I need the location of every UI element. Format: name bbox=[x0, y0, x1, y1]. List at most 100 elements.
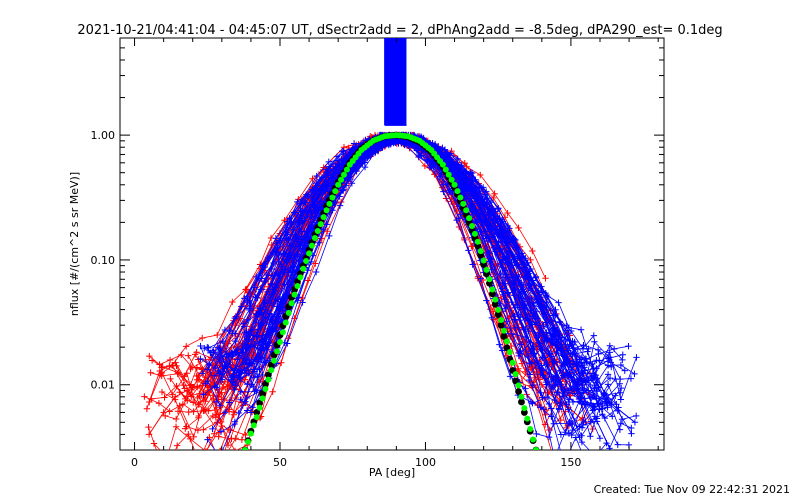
blue-trace-marker bbox=[520, 288, 527, 295]
blue-trace-marker bbox=[266, 310, 273, 317]
blue-trace-marker bbox=[527, 265, 534, 273]
blue-trace-marker bbox=[617, 384, 625, 392]
black-fit-dot bbox=[518, 398, 525, 406]
green-fit-dot bbox=[498, 317, 505, 324]
black-fit-dot bbox=[259, 390, 266, 398]
chart-title: 2021-10-21/04:41:04 - 04:45:07 UT, dSect… bbox=[77, 23, 722, 38]
blue-trace-marker bbox=[295, 220, 303, 228]
blue-trace-marker bbox=[591, 406, 598, 413]
blue-trace-marker bbox=[611, 449, 613, 450]
blue-trace-marker bbox=[489, 204, 496, 212]
blue-trace-marker bbox=[216, 350, 224, 358]
blue-trace-marker bbox=[594, 346, 602, 354]
blue-trace-marker bbox=[600, 389, 608, 397]
green-fit-dot bbox=[259, 395, 266, 402]
red-trace-marker bbox=[515, 224, 522, 232]
blue-trace-marker bbox=[242, 398, 249, 405]
red-trace-marker bbox=[194, 427, 202, 434]
reference-series-marker bbox=[282, 256, 290, 264]
blue-trace-marker bbox=[562, 428, 569, 436]
blue-trace-marker bbox=[305, 235, 313, 242]
blue-trace-marker bbox=[259, 371, 266, 379]
blue-trace-marker bbox=[593, 357, 600, 364]
blue-trace-marker bbox=[542, 289, 549, 297]
blue-trace-marker bbox=[274, 296, 281, 303]
blue-trace-marker bbox=[569, 419, 576, 427]
y-tick-label: 0.01 bbox=[91, 379, 116, 392]
green-fit-dot bbox=[294, 282, 301, 289]
blue-trace-marker bbox=[226, 399, 233, 406]
blue-trace-marker bbox=[440, 188, 447, 195]
red-trace-marker bbox=[155, 400, 163, 407]
green-fit-dot bbox=[253, 414, 260, 421]
red-trace-marker bbox=[166, 408, 173, 415]
red-trace-marker bbox=[147, 369, 154, 376]
green-fit-dot bbox=[451, 181, 458, 188]
blue-trace-marker bbox=[561, 385, 568, 393]
blue-trace-marker bbox=[606, 445, 613, 450]
blue-trace-marker bbox=[237, 396, 244, 403]
blue-trace-marker bbox=[291, 252, 298, 259]
blue-trace-marker bbox=[320, 226, 327, 234]
blue-trace-marker bbox=[307, 213, 315, 221]
blue-trace-marker bbox=[617, 396, 624, 403]
blue-trace-marker bbox=[272, 248, 280, 255]
red-trace-marker bbox=[161, 394, 168, 401]
red-trace-marker bbox=[196, 393, 203, 400]
blue-trace-marker bbox=[366, 150, 373, 158]
blue-trace-marker bbox=[295, 293, 302, 301]
blue-trace-marker bbox=[557, 431, 565, 438]
blue-trace-marker bbox=[522, 268, 529, 275]
blue-trace-marker bbox=[633, 354, 640, 361]
blue-trace-marker bbox=[617, 389, 624, 396]
blue-trace-marker bbox=[217, 453, 223, 459]
red-trace-marker bbox=[188, 452, 194, 458]
green-fit-dot bbox=[242, 447, 249, 450]
blue-trace-marker bbox=[604, 371, 612, 378]
red-trace-marker bbox=[230, 411, 238, 418]
blue-trace-marker bbox=[515, 246, 522, 253]
blue-trace-marker bbox=[596, 435, 604, 442]
red-trace-marker bbox=[224, 441, 232, 449]
blue-trace-marker bbox=[606, 374, 614, 382]
blue-trace-marker bbox=[569, 398, 577, 406]
blue-trace-marker bbox=[604, 381, 612, 388]
blue-trace-marker bbox=[246, 305, 253, 312]
blue-trace-marker bbox=[593, 415, 601, 422]
blue-trace-marker bbox=[568, 431, 575, 439]
green-fit-dot bbox=[338, 176, 345, 183]
green-fit-dot bbox=[277, 339, 283, 346]
blue-trace-marker bbox=[244, 316, 251, 323]
red-trace-marker bbox=[199, 334, 206, 342]
red-trace-marker bbox=[176, 483, 182, 489]
blue-trace-marker bbox=[211, 372, 218, 379]
reference-series-marker bbox=[305, 207, 313, 214]
blue-trace-marker bbox=[338, 161, 345, 169]
green-fit-dot bbox=[343, 166, 350, 173]
blue-trace-marker bbox=[574, 345, 581, 353]
red-trace-marker bbox=[190, 408, 197, 415]
blue-trace-marker bbox=[599, 411, 606, 418]
green-fit-dot bbox=[300, 265, 307, 272]
blue-trace-marker bbox=[590, 365, 597, 372]
green-fit-dot bbox=[288, 300, 295, 307]
blue-trace-marker bbox=[228, 373, 235, 381]
red-trace-marker bbox=[242, 431, 249, 439]
green-fit-dot bbox=[469, 222, 475, 229]
blue-trace-marker bbox=[501, 296, 508, 303]
green-fit-dot bbox=[530, 436, 537, 443]
green-fit-dot bbox=[495, 306, 502, 313]
blue-trace-marker bbox=[587, 418, 595, 425]
blue-trace-marker bbox=[578, 432, 585, 439]
blue-trace-marker bbox=[572, 434, 580, 441]
red-trace-marker bbox=[183, 423, 190, 430]
blue-trace-marker bbox=[244, 293, 251, 300]
black-fit-dot bbox=[262, 380, 269, 388]
green-fit-dot bbox=[271, 357, 278, 364]
red-trace-marker bbox=[324, 228, 331, 235]
red-trace-marker bbox=[238, 436, 246, 443]
blue-trace-marker bbox=[625, 342, 632, 350]
red-trace-marker bbox=[183, 370, 191, 377]
red-trace-marker bbox=[196, 458, 202, 464]
red-trace-marker bbox=[172, 423, 180, 430]
